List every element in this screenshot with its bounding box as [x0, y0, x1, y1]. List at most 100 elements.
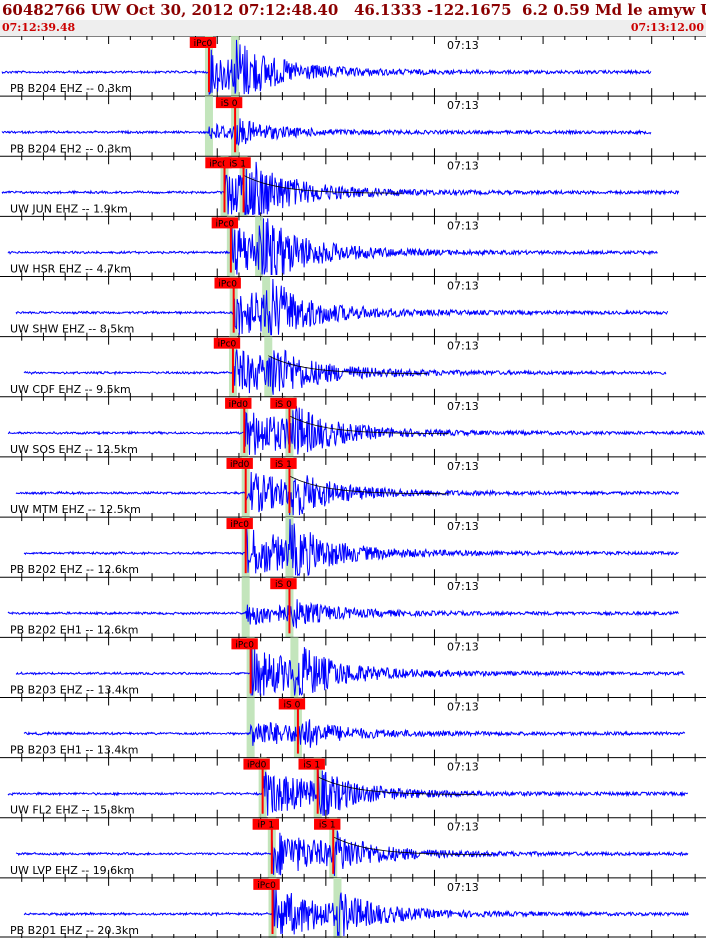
- time-label: 07:13: [447, 700, 479, 713]
- waveform: [15, 647, 685, 696]
- station-label: PB B203 EHZ -- 13.4km: [10, 683, 139, 696]
- pick-label: iPd0: [247, 761, 267, 771]
- pick-label: iS 0: [284, 700, 301, 710]
- pick-label: iPd0: [230, 460, 250, 470]
- pick-label: iS 1: [319, 821, 336, 831]
- station-label: UW HSR EHZ -- 4.7km: [10, 263, 131, 276]
- waveform: [23, 349, 667, 395]
- pick-label-bg: [278, 698, 306, 710]
- pick-label-bg: [225, 397, 252, 409]
- time-label: 07:13: [447, 99, 479, 112]
- pick-label-bg: [253, 878, 280, 890]
- pick-window: [333, 877, 342, 938]
- station-label: UW FL2 EHZ -- 15.8km: [10, 804, 135, 817]
- pick-label: iS 0: [275, 580, 292, 590]
- waveform: [23, 719, 686, 748]
- station-label: UW SHW EHZ -- 8.5km: [10, 323, 134, 336]
- time-label: 07:13: [447, 280, 479, 293]
- event-title: 60482766 UW Oct 30, 2012 07:12:48.40 46.…: [2, 1, 706, 19]
- pick-label-bg: [226, 518, 253, 530]
- trace-row: iPc0 07:13 PB B204 EHZ -- 0.3km: [0, 36, 706, 97]
- seismogram-panel: iPc0 07:13 PB B204 EHZ -- 0.3km iS 0 07:13 PB…: [0, 36, 706, 938]
- trace-row: iPc0 07:13 UW HSR EHZ -- 4.7km: [0, 215, 706, 277]
- pick-label: iS 0: [275, 400, 292, 410]
- waveform: [23, 887, 689, 937]
- station-label: UW MTM EHZ -- 12.5km: [10, 503, 141, 516]
- pick-label: iS 0: [221, 99, 238, 109]
- waveform: [1, 161, 680, 215]
- pick-label-bg: [213, 337, 241, 349]
- pick-label: iS 1: [303, 761, 320, 771]
- station-label: UW LVP EHZ -- 19.6km: [10, 864, 134, 877]
- station-label: PB B202 EH1 -- 12.6km: [10, 623, 138, 636]
- station-label: PB B204 EHZ -- 0.3km: [10, 82, 132, 95]
- time-header-bar: [0, 20, 706, 36]
- pick-label: iPc0: [209, 159, 228, 169]
- trace-row: iPc0 07:13 UW SHW EHZ -- 8.5km: [0, 276, 706, 337]
- pick-label-bg: [226, 457, 253, 469]
- waveform: [7, 218, 658, 275]
- waveform: [15, 471, 679, 516]
- pick-label: iPc0: [218, 280, 237, 290]
- pick-label: iS 1: [229, 159, 246, 169]
- waveform: [7, 599, 679, 629]
- time-label: 07:13: [447, 39, 479, 52]
- pick-label-bg: [214, 277, 241, 289]
- time-label: 07:13: [447, 340, 479, 353]
- trace-row: iPc0 07:13 PB B203 EHZ -- 13.4km: [0, 636, 706, 698]
- coda-curve: [317, 776, 477, 795]
- trace-row: iPd0 iS 1 07:13 UW FL2 EHZ -- 15.8km: [0, 757, 706, 818]
- time-label: 07:13: [447, 580, 479, 593]
- start-time: 07:12:39.48: [2, 21, 76, 34]
- time-label: 07:13: [447, 640, 479, 653]
- station-label: PB B202 EHZ -- 12.6km: [10, 563, 139, 576]
- pick-label: iPc0: [194, 39, 213, 49]
- trace-row: iS 0 07:13 PB B203 EH1 -- 13.4km: [0, 696, 706, 758]
- waveform: [1, 39, 652, 95]
- station-label: UW JUN EHZ -- 1.9km: [10, 202, 128, 215]
- pick-label-bg: [189, 37, 217, 48]
- coda-curve: [268, 355, 428, 374]
- time-label: 07:13: [447, 520, 479, 533]
- station-label: PB B204 EH2 -- 0.3km: [10, 142, 131, 155]
- time-label: 07:13: [447, 219, 479, 232]
- pick-window: [231, 36, 240, 97]
- time-label: 07:13: [447, 159, 479, 172]
- waveform: [15, 830, 689, 876]
- pick-label-bg: [270, 397, 297, 409]
- pick-label-bg: [270, 578, 297, 590]
- time-label: 07:13: [447, 400, 479, 413]
- pick-label: iS 1: [275, 460, 292, 470]
- pick-window: [241, 577, 250, 638]
- pick-label: iPc0: [235, 640, 254, 650]
- trace-row: iPc0 07:13 PB B201 EHZ -- 20.3km: [0, 877, 706, 938]
- pick-label-bg: [270, 457, 297, 469]
- pick-label: iPc0: [257, 881, 276, 891]
- waveform: [7, 768, 689, 816]
- coda-curve: [243, 174, 403, 194]
- pick-label: iP 1: [258, 821, 275, 831]
- trace-row: iP 1 iS 1 07:13 UW LVP EHZ -- 19.6km: [0, 817, 706, 878]
- time-label: 07:13: [447, 460, 479, 473]
- time-label: 07:13: [447, 761, 479, 774]
- waveform: [15, 278, 669, 336]
- end-time: 07:13:12.00: [630, 21, 704, 34]
- time-label: 07:13: [447, 881, 479, 894]
- station-label: UW SOS EHZ -- 12.5km: [10, 443, 138, 456]
- waveform: [1, 118, 652, 147]
- pick-label-bg: [211, 217, 239, 229]
- waveform: [7, 406, 705, 455]
- pick-label: iPc0: [218, 340, 237, 350]
- trace-row: iPd0 iS 0 07:13 UW SOS EHZ -- 12.5km: [0, 396, 706, 457]
- pick-label: iPc0: [230, 520, 249, 530]
- pick-label-bg: [205, 157, 232, 169]
- pick-window: [290, 637, 299, 698]
- coda-curve: [333, 836, 493, 855]
- trace-row: iS 0 07:13 PB B202 EH1 -- 12.6km: [0, 576, 706, 638]
- pick-label-bg: [314, 818, 341, 830]
- waveform: [23, 519, 679, 577]
- pick-label-bg: [215, 97, 243, 109]
- pick-label: iPd0: [229, 400, 249, 410]
- station-label: PB B201 EHZ -- 20.3km: [10, 924, 139, 937]
- pick-label: iPc0: [216, 219, 235, 229]
